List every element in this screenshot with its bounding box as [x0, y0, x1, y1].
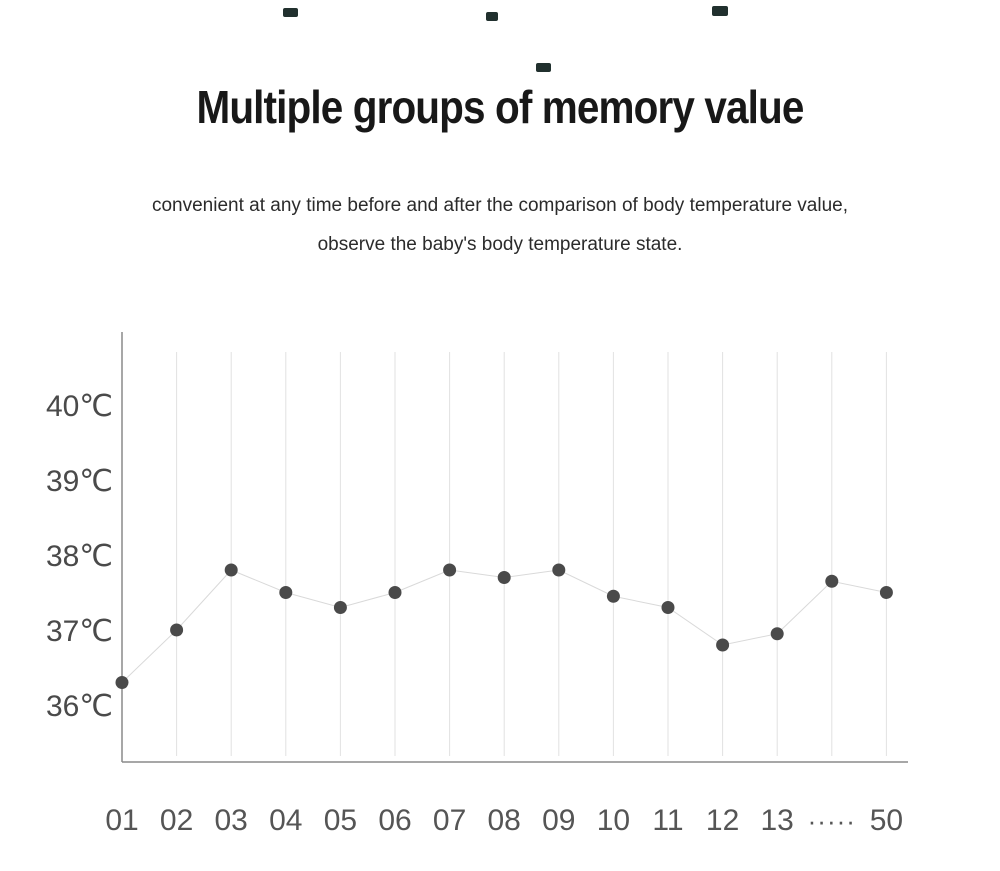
- x-tick-label: 07: [433, 804, 466, 837]
- cropped-text-artifact: [536, 63, 551, 72]
- cropped-text-artifact: [486, 12, 498, 21]
- data-point: [333, 601, 347, 614]
- x-tick-label: 13: [761, 804, 794, 837]
- data-point: [115, 676, 129, 689]
- data-point: [825, 574, 839, 588]
- data-point: [552, 563, 566, 577]
- x-tick-label: 10: [597, 804, 630, 837]
- x-tick-label: 04: [269, 804, 302, 837]
- data-point: [497, 571, 511, 584]
- y-tick-label: 36℃: [46, 690, 113, 723]
- cropped-text-artifact: [712, 6, 728, 16]
- x-tick-label: 06: [378, 804, 411, 837]
- x-tick-label: ·····: [808, 806, 856, 836]
- data-point: [661, 601, 675, 614]
- data-point: [716, 638, 730, 652]
- x-tick-label: 03: [215, 804, 248, 837]
- y-tick-label: 40℃: [46, 390, 113, 423]
- cropped-text-artifact: [283, 8, 298, 17]
- subtitle-line-2: observe the baby's body temperature stat…: [317, 234, 683, 255]
- y-tick-label: 38℃: [46, 540, 113, 573]
- x-tick-label: 01: [105, 804, 138, 837]
- data-point: [170, 623, 184, 637]
- data-point: [879, 586, 893, 599]
- y-tick-label: 37℃: [46, 615, 113, 648]
- subtitle: convenient at any time before and after …: [0, 186, 1000, 264]
- data-point: [279, 586, 293, 599]
- page-title: Multiple groups of memory value: [196, 81, 804, 133]
- data-point: [770, 627, 784, 641]
- data-point: [606, 589, 620, 603]
- x-tick-label: 02: [160, 804, 193, 837]
- y-tick-label: 39℃: [46, 465, 113, 498]
- x-tick-label: 50: [870, 804, 903, 837]
- data-point: [443, 563, 457, 577]
- subtitle-line-1: convenient at any time before and after …: [151, 195, 849, 216]
- data-point: [224, 563, 238, 577]
- x-tick-label: 11: [652, 804, 683, 837]
- x-tick-label: 09: [542, 804, 575, 837]
- x-tick-label: 12: [706, 804, 739, 837]
- x-tick-label: 05: [324, 804, 357, 837]
- data-point: [388, 586, 402, 599]
- x-tick-label: 08: [488, 804, 521, 837]
